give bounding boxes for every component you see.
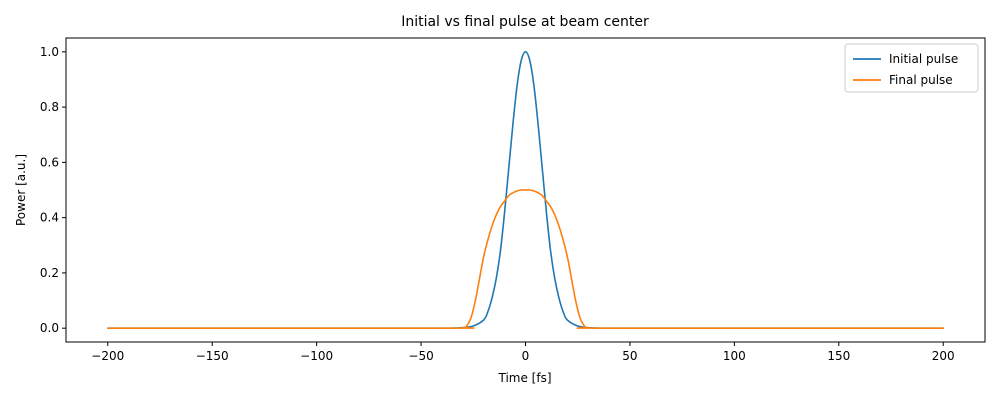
- series-line-final-pulse: [108, 190, 943, 328]
- x-tick-label: −50: [408, 349, 433, 363]
- y-tick-label: 0.8: [40, 100, 59, 114]
- chart-title: Initial vs final pulse at beam center: [401, 14, 649, 30]
- x-tick-label: 150: [827, 349, 850, 363]
- y-tick-label: 1.0: [40, 45, 59, 59]
- y-tick-label: 0.2: [40, 266, 59, 280]
- x-axis-label: Time [fs]: [497, 371, 551, 385]
- y-axis-label: Power [a.u.]: [14, 154, 28, 226]
- y-axis: 0.0 0.2 0.4 0.6 0.8 1.0: [40, 45, 66, 335]
- plot-area: [108, 52, 943, 328]
- x-tick-label: −100: [300, 349, 333, 363]
- y-tick-label: 0.0: [40, 321, 59, 335]
- x-tick-label: −150: [196, 349, 229, 363]
- x-tick-label: −200: [91, 349, 124, 363]
- x-tick-label: 100: [723, 349, 746, 363]
- x-tick-label: 0: [522, 349, 530, 363]
- legend-label-final-pulse: Final pulse: [889, 73, 953, 87]
- y-tick-label: 0.6: [40, 155, 59, 169]
- legend: Initial pulse Final pulse: [845, 44, 978, 92]
- x-tick-label: 50: [622, 349, 637, 363]
- legend-label-initial-pulse: Initial pulse: [889, 52, 958, 66]
- y-tick-label: 0.4: [40, 211, 59, 225]
- x-tick-label: 200: [932, 349, 955, 363]
- x-axis: −200 −150 −100 −50 0 50 100 150 200: [91, 342, 954, 363]
